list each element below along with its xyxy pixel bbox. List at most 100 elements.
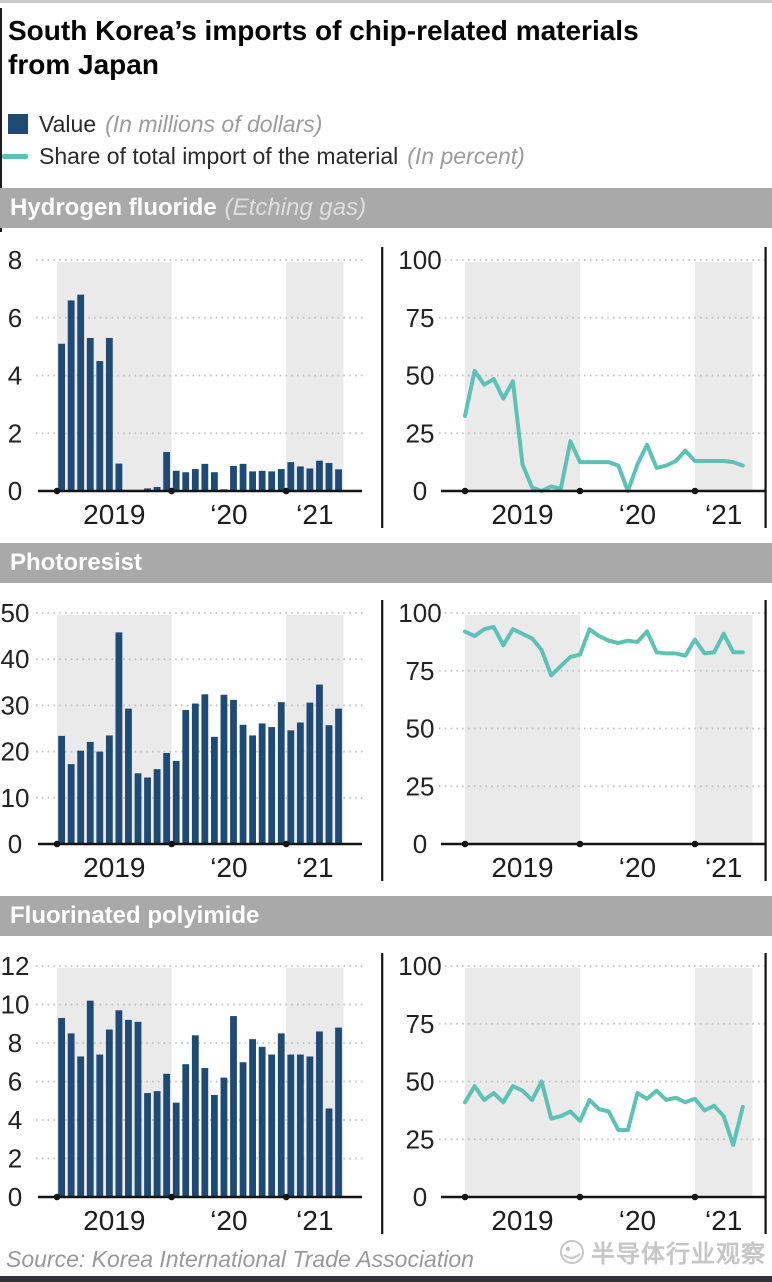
legend-item-share: Share of total import of the material (I…	[2, 140, 525, 172]
x-axis: 2019 ‘20 ‘21	[38, 487, 362, 530]
svg-text:0: 0	[413, 829, 427, 859]
y-axis-labels: 0 10 20 30 40 50	[1, 598, 30, 859]
svg-text:2019: 2019	[491, 1205, 553, 1236]
svg-text:8: 8	[8, 245, 22, 275]
svg-text:‘20: ‘20	[210, 1205, 247, 1236]
page-title-line2: from Japan	[8, 49, 159, 80]
gridlines	[439, 612, 766, 788]
share-swatch-icon	[2, 153, 28, 159]
svg-text:2: 2	[8, 418, 22, 448]
y-axis-labels: 0 25 50 75 100	[398, 951, 441, 1212]
svg-text:‘21: ‘21	[705, 1205, 742, 1236]
svg-text:‘20: ‘20	[619, 852, 656, 883]
svg-text:30: 30	[1, 690, 30, 720]
gridlines	[36, 965, 363, 1160]
svg-text:6: 6	[8, 1067, 22, 1097]
svg-text:0: 0	[413, 1182, 427, 1212]
x-axis: 2019 ‘20 ‘21	[441, 840, 766, 883]
svg-text:0: 0	[8, 1182, 22, 1212]
section-header-hydrogen-fluoride: Hydrogen fluoride (Etching gas)	[0, 188, 772, 228]
svg-text:4: 4	[8, 361, 22, 391]
hydrogen-fluoride-share-line-chart: 0 25 50 75 100 2019 ‘20 ‘21	[381, 245, 767, 530]
source-note: Source: Korea International Trade Associ…	[6, 1246, 474, 1272]
svg-text:‘20: ‘20	[619, 499, 656, 530]
watermark-logo-icon	[560, 1239, 584, 1264]
fluorinated-polyimide-share-line-chart: 0 25 50 75 100 2019 ‘20 ‘21	[381, 951, 767, 1236]
svg-text:25: 25	[406, 1124, 435, 1154]
value-bars	[58, 294, 342, 491]
left-border	[0, 8, 2, 232]
svg-text:‘21: ‘21	[705, 852, 742, 883]
svg-text:2019: 2019	[491, 852, 553, 883]
section-header-fluorinated-polyimide: Fluorinated polyimide	[0, 896, 772, 936]
charts-hydrogen-fluoride: 0 2 4 6 8 2019 ‘20 ‘21 0 25 50 75 100 2019 ‘20 ‘21	[0, 235, 772, 535]
svg-text:2019: 2019	[83, 1205, 145, 1236]
share-line	[463, 1079, 745, 1147]
svg-text:‘21: ‘21	[705, 499, 742, 530]
share-line	[463, 368, 745, 493]
x-axis: 2019 ‘20 ‘21	[38, 1193, 362, 1236]
svg-text:12: 12	[1, 951, 30, 981]
panel-divider-lines	[381, 953, 767, 1234]
svg-text:50: 50	[406, 1067, 435, 1097]
svg-text:6: 6	[8, 303, 22, 333]
svg-text:0: 0	[413, 476, 427, 506]
fluorinated-polyimide-value-bar-chart: 0 2 4 6 8 10 12 2019 ‘20 ‘21	[1, 951, 363, 1236]
x-axis: 2019 ‘20 ‘21	[441, 487, 766, 530]
svg-text:20: 20	[1, 737, 30, 767]
svg-text:‘20: ‘20	[210, 852, 247, 883]
svg-text:50: 50	[406, 361, 435, 391]
photoresist-share-line-chart: 0 25 50 75 100 2019 ‘20 ‘21	[381, 598, 767, 883]
shaded-year-bands	[465, 262, 753, 491]
panel-divider-lines	[381, 247, 767, 528]
svg-text:75: 75	[406, 303, 435, 333]
y-axis-labels: 0 2 4 6 8	[8, 245, 22, 506]
shaded-year-bands	[465, 615, 753, 844]
y-axis-labels: 0 2 4 6 8 10 12	[1, 951, 30, 1212]
svg-text:‘20: ‘20	[619, 1205, 656, 1236]
watermark-text: 半导体行业观察	[591, 1241, 766, 1268]
page-title: South Korea’s imports of chip-related ma…	[8, 14, 639, 82]
svg-text:25: 25	[406, 771, 435, 801]
svg-text:‘20: ‘20	[210, 499, 247, 530]
photoresist-value-bar-chart: 0 10 20 30 40 50 2019 ‘20 ‘21	[1, 598, 363, 883]
page-title-line1: South Korea’s imports of chip-related ma…	[8, 15, 639, 46]
section-header-photoresist: Photoresist	[0, 543, 772, 583]
bottom-border	[0, 1276, 772, 1282]
watermark: 半导体行业观察	[559, 1234, 766, 1269]
svg-text:4: 4	[8, 1105, 22, 1135]
panel-divider-lines	[381, 600, 767, 881]
section-subtitle: (Etching gas)	[224, 194, 367, 221]
svg-text:100: 100	[398, 598, 441, 628]
y-axis-labels: 0 25 50 75 100	[398, 245, 441, 506]
legend-share-label: Share of total import of the material	[39, 142, 399, 169]
svg-text:100: 100	[398, 245, 441, 275]
svg-text:2: 2	[8, 1144, 22, 1174]
svg-text:0: 0	[8, 476, 22, 506]
gridlines	[36, 612, 363, 799]
svg-text:10: 10	[1, 990, 30, 1020]
charts-photoresist: 0 10 20 30 40 50 2019 ‘20 ‘21 0 25 50 75 100 2019 ‘20 ‘…	[0, 588, 772, 888]
legend-value-unit: (In millions of dollars)	[105, 110, 323, 137]
gridlines	[439, 259, 766, 435]
y-axis-labels: 0 25 50 75 100	[398, 598, 441, 859]
x-axis: 2019 ‘20 ‘21	[38, 840, 362, 883]
legend: Value (In millions of dollars) Share of …	[2, 108, 525, 172]
x-axis: 2019 ‘20 ‘21	[441, 1193, 766, 1236]
shaded-year-bands	[57, 615, 344, 844]
svg-text:50: 50	[406, 714, 435, 744]
svg-text:2019: 2019	[491, 499, 553, 530]
svg-text:75: 75	[406, 1009, 435, 1039]
value-bars	[58, 632, 342, 844]
svg-text:100: 100	[398, 951, 441, 981]
value-bars	[58, 1000, 342, 1197]
section-name: Photoresist	[10, 549, 143, 576]
legend-share-unit: (In percent)	[407, 142, 525, 169]
charts-fluorinated-polyimide: 0 2 4 6 8 10 12 2019 ‘20 ‘21 0 25 50 75 100 2019 ‘20 ‘21	[0, 941, 772, 1241]
top-border	[0, 0, 772, 3]
legend-value-label: Value	[39, 110, 97, 137]
svg-text:50: 50	[1, 598, 30, 628]
svg-text:40: 40	[1, 644, 30, 674]
svg-text:2019: 2019	[83, 499, 145, 530]
